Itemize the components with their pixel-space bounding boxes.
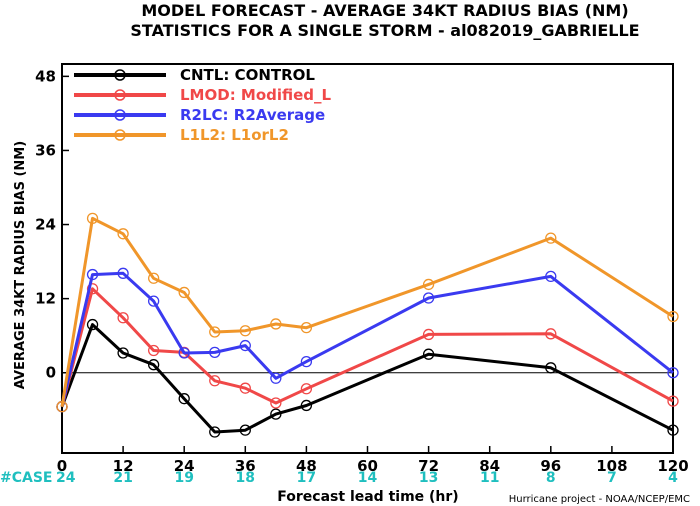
legend-entry: CNTL: CONTROL <box>180 66 315 84</box>
data-point <box>117 267 129 279</box>
legend-entry: L1L2: L1orL2 <box>180 126 289 144</box>
case-count: 11 <box>480 470 499 486</box>
x-tick-label: 0 <box>57 457 67 475</box>
case-count: 4 <box>668 470 678 486</box>
data-point <box>300 322 313 334</box>
series-line <box>60 323 674 434</box>
x-tick-label: 48 <box>296 457 317 475</box>
case-label: #CASE <box>0 470 53 486</box>
x-tick-label: 36 <box>235 457 256 475</box>
x-tick-label: 84 <box>479 457 500 475</box>
data-point <box>545 270 557 283</box>
data-point <box>209 326 221 338</box>
data-point <box>545 232 557 244</box>
case-count: 13 <box>419 470 438 486</box>
data-point <box>270 318 282 330</box>
y-axis-label: AVERAGE 34KT RADIUS BIAS (NM) <box>13 141 28 389</box>
y-tick-label: 12 <box>35 290 56 308</box>
case-count: 24 <box>56 470 76 486</box>
data-point <box>545 362 557 374</box>
x-tick-label: 72 <box>418 457 439 475</box>
case-count: 7 <box>607 470 617 486</box>
data-point <box>56 401 68 413</box>
data-point <box>178 393 190 405</box>
data-point <box>117 312 129 324</box>
series-line <box>60 287 674 408</box>
data-point <box>422 292 435 304</box>
data-point <box>300 383 313 395</box>
data-point <box>86 212 99 225</box>
case-count: 17 <box>297 470 316 486</box>
data-point <box>209 346 221 359</box>
chart-title: MODEL FORECAST - AVERAGE 34KT RADIUS BIA… <box>141 1 628 20</box>
data-point <box>209 375 221 387</box>
credit-text: Hurricane project - NOAA/NCEP/EMC <box>509 494 690 505</box>
data-point <box>147 359 160 371</box>
data-point <box>422 278 435 291</box>
legend-marker <box>114 69 126 81</box>
data-point <box>86 283 99 295</box>
x-tick-label: 24 <box>174 457 195 475</box>
x-tick-label: 12 <box>113 457 134 475</box>
legend-entry: LMOD: Modified_L <box>180 86 332 104</box>
x-tick-label: 60 <box>357 457 378 475</box>
x-tick-label: 120 <box>657 457 688 475</box>
data-point <box>117 347 129 359</box>
chart-subtitle: STATISTICS FOR A SINGLE STORM - al082019… <box>130 21 639 40</box>
case-count: 19 <box>174 470 193 486</box>
case-count: 18 <box>236 470 255 486</box>
legend: CNTL: CONTROL LMOD: Modified_L R2LC: R2Ave… <box>74 66 332 144</box>
data-point <box>86 318 99 331</box>
data-point <box>667 367 679 379</box>
data-point <box>300 399 313 412</box>
data-point <box>270 397 282 409</box>
data-point <box>422 348 435 360</box>
data-point <box>422 328 435 341</box>
data-point <box>178 286 190 299</box>
data-point <box>147 272 160 284</box>
y-tick-label: 24 <box>35 216 56 234</box>
legend-marker <box>114 89 126 101</box>
data-point <box>270 408 282 420</box>
data-point <box>147 344 160 357</box>
data-point <box>667 310 679 323</box>
legend-entry: R2LC: R2Average <box>180 106 325 124</box>
x-tick-label: 108 <box>596 457 627 475</box>
data-point <box>86 268 99 281</box>
case-count: 8 <box>546 470 556 486</box>
data-point <box>300 355 313 368</box>
data-point <box>239 339 251 352</box>
data-point <box>667 395 679 407</box>
case-count: 21 <box>113 470 132 486</box>
x-axis-label: Forecast lead time (hr) <box>277 489 458 505</box>
series-line <box>60 271 674 408</box>
data-point <box>209 426 221 438</box>
data-point <box>239 382 251 394</box>
data-point <box>117 228 129 240</box>
y-tick-label: 48 <box>35 67 56 85</box>
series-line <box>60 216 674 407</box>
data-point <box>545 328 557 340</box>
data-point <box>270 372 282 384</box>
case-count: 14 <box>358 470 378 486</box>
legend-marker <box>114 129 126 141</box>
y-tick-label: 36 <box>35 141 56 159</box>
data-point <box>239 424 251 436</box>
x-tick-label: 96 <box>540 457 561 475</box>
data-point <box>667 424 679 436</box>
legend-marker <box>114 109 126 121</box>
data-point <box>147 295 160 307</box>
y-tick-label: 0 <box>46 364 56 382</box>
data-point <box>239 325 251 337</box>
data-point <box>178 347 190 359</box>
